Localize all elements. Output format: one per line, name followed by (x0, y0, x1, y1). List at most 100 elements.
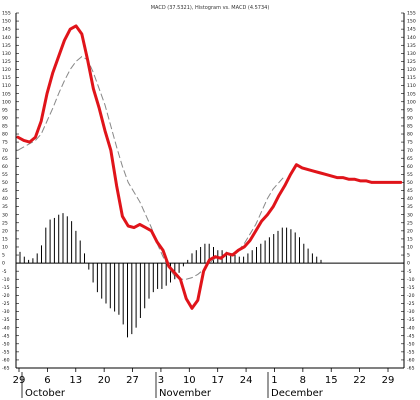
y-tick-label: -25 (407, 301, 415, 307)
x-tick-label: 3 (158, 375, 164, 386)
y-tick-label: 0 (407, 261, 410, 267)
y-tick-label: 150 (2, 19, 11, 25)
y-tick-label: 70 (2, 148, 8, 154)
x-tick-label: 29 (13, 375, 26, 386)
y-tick-label: 15 (407, 237, 413, 243)
y-tick-label: 10 (407, 245, 413, 251)
month-label: December (271, 388, 324, 399)
y-tick-label: 30 (407, 212, 413, 218)
y-tick-label: 140 (2, 35, 11, 41)
y-tick-label: 85 (407, 124, 413, 130)
y-tick-label: 25 (2, 220, 8, 226)
x-tick-label: 10 (183, 375, 196, 386)
y-tick-label: 135 (407, 43, 416, 49)
y-tick-label: -5 (407, 269, 412, 275)
y-tick-label: 50 (407, 180, 413, 186)
chart-title: MACD (37.5321), Histogram vs. MACD (4.57… (151, 5, 270, 11)
y-tick-label: 20 (2, 228, 8, 234)
y-tick-label: -40 (2, 325, 10, 331)
y-tick-label: -25 (2, 301, 10, 307)
y-tick-label: 130 (407, 51, 416, 57)
y-tick-label: 60 (407, 164, 413, 170)
y-tick-label: -60 (2, 358, 10, 364)
y-tick-label: -30 (2, 309, 10, 315)
y-tick-label: 145 (2, 27, 11, 33)
y-tick-label: 120 (407, 67, 416, 73)
y-tick-label: 65 (2, 156, 8, 162)
y-tick-label: 85 (2, 124, 8, 130)
x-tick-label: 20 (98, 375, 111, 386)
y-tick-label: 130 (2, 51, 11, 57)
y-tick-label: 140 (407, 35, 416, 41)
y-tick-label: -10 (407, 277, 415, 283)
y-tick-label: -10 (2, 277, 10, 283)
y-tick-label: 55 (2, 172, 8, 178)
histogram (19, 213, 322, 338)
y-tick-label: -60 (407, 358, 415, 364)
y-tick-label: 135 (2, 43, 11, 49)
y-tick-label: 145 (407, 27, 416, 33)
x-tick-label: 22 (353, 375, 366, 386)
y-tick-label: 90 (2, 115, 8, 121)
y-tick-label: 40 (407, 196, 413, 202)
y-tick-label: 80 (2, 132, 8, 138)
y-tick-label: -50 (2, 341, 10, 347)
y-tick-label: 120 (2, 67, 11, 73)
y-tick-label: 20 (407, 228, 413, 234)
y-tick-label: -55 (407, 349, 415, 355)
y-tick-label: 100 (2, 99, 11, 105)
y-tick-label: 95 (2, 107, 8, 113)
y-tick-label: 105 (407, 91, 416, 97)
y-tick-label: 110 (407, 83, 416, 89)
y-tick-label: 45 (2, 188, 8, 194)
x-tick-label: 13 (69, 375, 82, 386)
y-tick-label: -30 (407, 309, 415, 315)
month-label: November (159, 388, 212, 399)
y-tick-label: 95 (407, 107, 413, 113)
y-tick-label: 155 (407, 11, 416, 17)
macd-line (16, 24, 403, 310)
y-tick-label: 65 (407, 156, 413, 162)
x-tick-label: 8 (300, 375, 306, 386)
y-tick-label: 60 (2, 164, 8, 170)
y-tick-label: 35 (407, 204, 413, 210)
month-labels: October November December (21, 372, 324, 399)
y-tick-label: -20 (407, 293, 415, 299)
y-tick-label: 0 (2, 261, 5, 267)
y-tick-label: 75 (407, 140, 413, 146)
macd-path (16, 24, 403, 310)
y-tick-label: -55 (2, 349, 10, 355)
x-tick-label: 24 (240, 375, 253, 386)
y-tick-label: 125 (2, 59, 11, 65)
x-tick-label: 1 (271, 375, 277, 386)
y-tick-label: -15 (407, 285, 415, 291)
y-tick-label: -45 (2, 333, 10, 339)
x-tick-label: 17 (211, 375, 224, 386)
y-tick-label: 5 (2, 253, 5, 259)
y-tick-label: 10 (2, 245, 8, 251)
y-tick-label: -5 (2, 269, 7, 275)
x-tick-label: 6 (44, 375, 50, 386)
y-tick-label: 50 (2, 180, 8, 186)
y-tick-label: -15 (2, 285, 10, 291)
y-tick-label: 70 (407, 148, 413, 154)
y-tick-label: 155 (2, 11, 11, 17)
y-tick-label: 150 (407, 19, 416, 25)
y-tick-label: -35 (2, 317, 10, 323)
y-tick-label: 75 (2, 140, 8, 146)
y-tick-label: -20 (2, 293, 10, 299)
y-tick-label: 40 (2, 196, 8, 202)
y-tick-label: 45 (407, 188, 413, 194)
y-tick-label: 5 (407, 253, 410, 259)
y-tick-label: -40 (407, 325, 415, 331)
y-tick-label: -65 (407, 366, 415, 372)
x-axis: 29 6 13 20 27 3 10 17 24 1 8 15 22 29 (13, 368, 394, 386)
y-tick-label: 80 (407, 132, 413, 138)
y-tick-label: 125 (407, 59, 416, 65)
month-label: October (25, 388, 66, 399)
y-tick-label: 115 (407, 75, 416, 81)
y-axis-left: -65-60-55-50-45-40-35-30-25-20-15-10-505… (2, 11, 19, 372)
y-tick-label: 90 (407, 115, 413, 121)
